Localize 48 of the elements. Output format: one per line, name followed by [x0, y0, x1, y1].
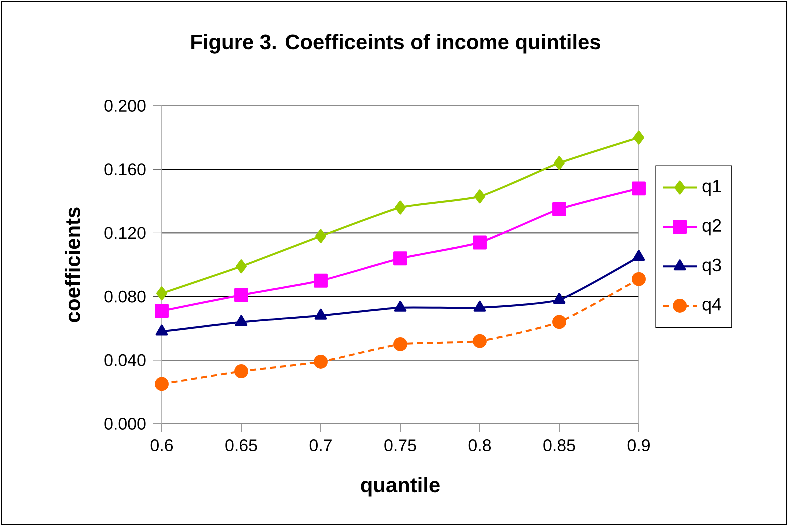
point: [314, 308, 328, 320]
point: [632, 272, 646, 286]
point: [234, 288, 248, 302]
x-tick-label: 0.65: [226, 440, 258, 452]
point: [394, 338, 408, 352]
point: [553, 293, 566, 304]
y-tick-label: 0.200: [104, 100, 146, 112]
point: [474, 300, 486, 312]
chart-title: Figure 3. Coefficeints of income quintiles: [192, 34, 600, 54]
y-tick-label: 0.080: [104, 290, 146, 303]
point: [473, 236, 487, 250]
point: [395, 200, 406, 215]
point: [394, 300, 407, 312]
legend-label: q3: [702, 258, 722, 276]
x-axis-title: quantile: [361, 477, 440, 497]
point: [634, 130, 644, 145]
y-tick-label: 0.160: [104, 164, 146, 176]
y-tick-label: 0.040: [104, 354, 146, 366]
point: [554, 156, 565, 170]
point: [552, 315, 566, 330]
x-tick-label: 0.8: [468, 440, 492, 452]
point: [235, 315, 248, 326]
point: [473, 334, 487, 348]
point: [236, 260, 247, 274]
point: [394, 252, 408, 266]
point: [314, 274, 328, 288]
y-tick-label: 0.000: [104, 418, 146, 430]
x-tick-label: 0.75: [384, 440, 416, 452]
x-tick-label: 0.85: [544, 440, 576, 452]
legend-label: q2: [702, 219, 722, 236]
point: [156, 286, 168, 301]
y-axis-title: coefficients: [65, 208, 80, 322]
point: [632, 250, 646, 262]
point: [552, 202, 566, 216]
point: [155, 304, 169, 318]
x-tick-label: 0.6: [150, 440, 174, 452]
x-tick-label: 0.9: [628, 440, 650, 452]
point: [314, 355, 328, 369]
point: [155, 377, 169, 392]
point: [632, 182, 646, 196]
point: [474, 190, 486, 204]
point: [234, 364, 248, 379]
legend-label: q4: [702, 298, 722, 314]
x-tick-label: 0.7: [310, 440, 332, 452]
legend-label: q1: [702, 180, 722, 196]
point: [316, 229, 326, 244]
point: [156, 324, 168, 336]
y-tick-label: 0.120: [104, 227, 146, 240]
